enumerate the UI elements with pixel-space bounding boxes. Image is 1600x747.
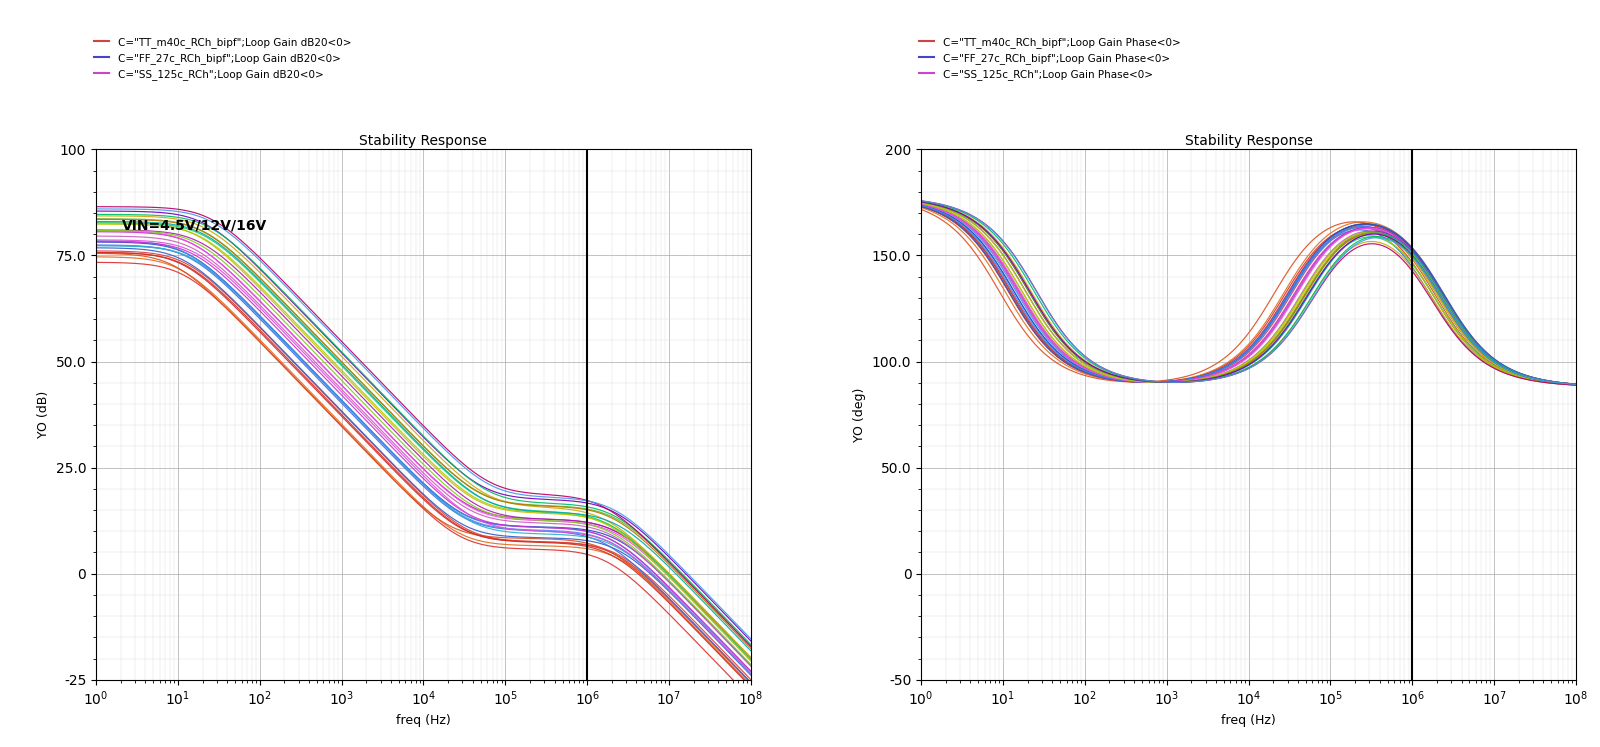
Y-axis label: YO (deg): YO (deg) <box>853 388 866 441</box>
Text: VIN=4.5V/12V/16V: VIN=4.5V/12V/16V <box>122 218 267 232</box>
Title: Stability Response: Stability Response <box>360 134 488 148</box>
X-axis label: freq (Hz): freq (Hz) <box>397 713 451 727</box>
Legend: C="TT_m40c_RCh_bipf";Loop Gain dB20<0>, C="FF_27c_RCh_bipf";Loop Gain dB20<0>, C: C="TT_m40c_RCh_bipf";Loop Gain dB20<0>, … <box>90 33 355 84</box>
X-axis label: freq (Hz): freq (Hz) <box>1221 713 1275 727</box>
Legend: C="TT_m40c_RCh_bipf";Loop Gain Phase<0>, C="FF_27c_RCh_bipf";Loop Gain Phase<0>,: C="TT_m40c_RCh_bipf";Loop Gain Phase<0>,… <box>915 33 1184 84</box>
Title: Stability Response: Stability Response <box>1184 134 1312 148</box>
Y-axis label: YO (dB): YO (dB) <box>37 391 50 438</box>
